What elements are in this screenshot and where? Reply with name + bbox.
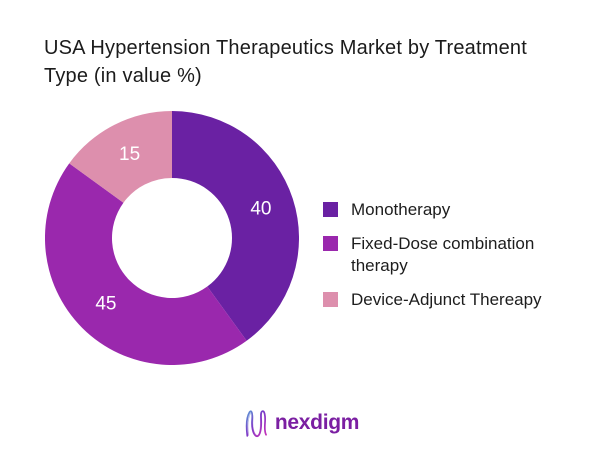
donut-segment-monotherapy	[172, 111, 299, 341]
legend-label: Fixed-Dose combination therapy	[351, 234, 535, 275]
legend-swatch-device-adjunct-icon	[323, 292, 338, 307]
legend-item-device-adjunct: Device-Adjunct Thereapy	[323, 289, 591, 311]
page-title-line1: USA Hypertension Therapeutics Market by …	[44, 37, 527, 59]
legend-label: Monotherapy	[351, 200, 451, 219]
page-title: USA Hypertension Therapeutics Market by …	[44, 34, 564, 90]
legend-swatch-monotherapy-icon	[323, 202, 338, 217]
legend-item-fixed-dose: Fixed-Dose combination therapy	[323, 233, 591, 277]
legend-swatch-fixed-dose-icon	[323, 236, 338, 251]
slice-value-label: 45	[95, 294, 116, 315]
legend: Monotherapy Fixed-Dose combination thera…	[323, 199, 591, 311]
donut-segment-fixed-dose-combination-therapy	[45, 163, 247, 365]
slice-value-label: 15	[119, 144, 140, 165]
page-title-line2: Type (in value %)	[44, 65, 202, 87]
donut-chart: 40 45 15	[45, 111, 299, 365]
legend-label: Device-Adjunct Thereapy	[351, 290, 542, 309]
nexdigm-logo-icon	[245, 410, 267, 438]
brand-logo: nexdigm	[243, 408, 359, 438]
slice-value-label: 40	[250, 199, 271, 220]
legend-item-monotherapy: Monotherapy	[323, 199, 591, 221]
donut-segment-device-adjunct-thereapy	[69, 111, 172, 203]
brand-name: nexdigm	[274, 411, 360, 434]
